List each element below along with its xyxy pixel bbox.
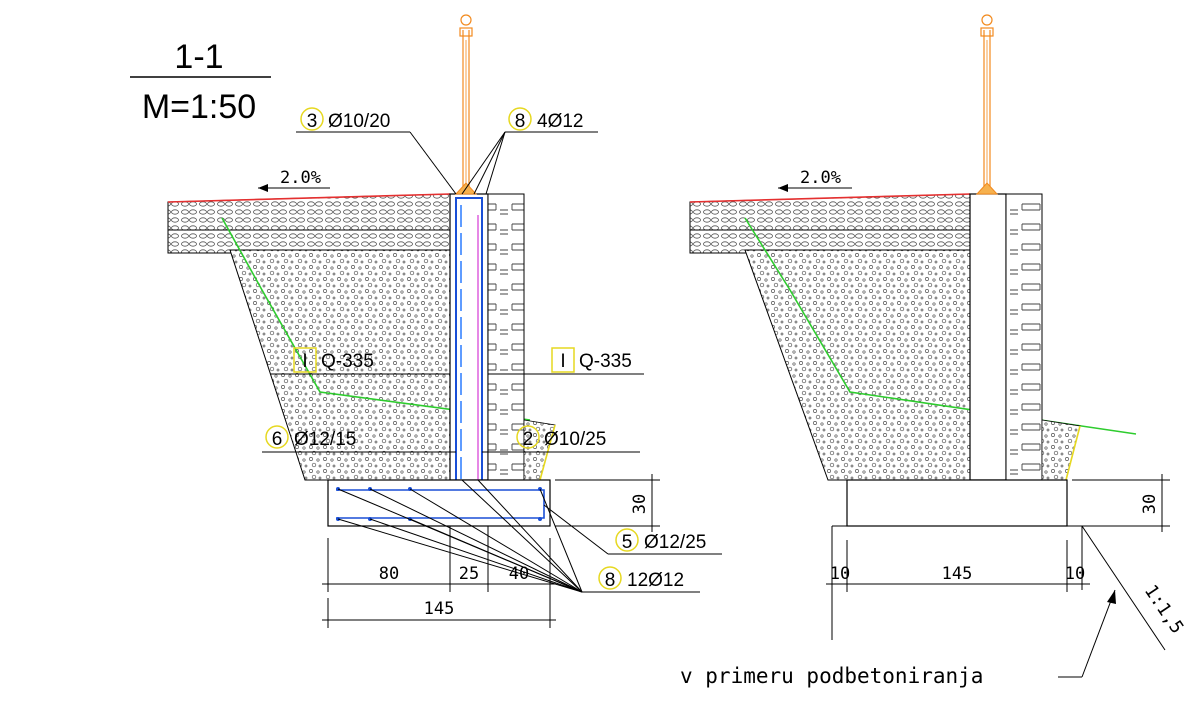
dim-10-right: 10	[1065, 564, 1085, 584]
callout-3: 3 Ø10/20	[296, 107, 457, 195]
svg-text:4Ø12: 4Ø12	[537, 111, 583, 132]
svg-text:8: 8	[605, 570, 616, 591]
callout-2: 2 Ø10/25	[482, 425, 640, 453]
dim-80: 80	[379, 564, 399, 584]
note-text: v primeru podbetoniranja	[680, 664, 983, 688]
dimensions-left: 30 80 25 40 145	[322, 474, 660, 628]
railing-post-right	[975, 14, 999, 195]
svg-text:5: 5	[622, 532, 633, 553]
callout-5: 5 Ø12/25	[543, 504, 722, 555]
dim-25: 25	[459, 564, 479, 584]
stone-facing-left	[487, 193, 525, 481]
dim-145-left: 145	[424, 599, 455, 619]
svg-text:12Ø12: 12Ø12	[627, 570, 684, 591]
road-layer-left	[167, 193, 451, 254]
callout-6: 6 Ø12/15	[262, 425, 456, 453]
slope-ratio: 1:1,5	[1140, 581, 1188, 638]
svg-text:Ø10/20: Ø10/20	[328, 111, 390, 132]
svg-text:Ø10/25: Ø10/25	[544, 429, 606, 450]
svg-text:3: 3	[307, 111, 318, 132]
road-layer-right	[689, 193, 971, 254]
slope-label-left: 2.0%	[280, 168, 321, 188]
right-section: 2.0%	[689, 14, 1166, 651]
dim-145-right: 145	[942, 564, 973, 584]
svg-text:Q-335: Q-335	[321, 351, 374, 372]
dim-10-left: 10	[830, 564, 850, 584]
svg-text:2: 2	[523, 429, 534, 450]
section-title: 1-1	[174, 38, 223, 76]
footing-right	[846, 479, 1068, 527]
dim-height-left: 30	[630, 494, 650, 514]
left-section: 2.0%	[167, 14, 556, 527]
dim-40: 40	[509, 564, 529, 584]
footing-left	[327, 479, 551, 527]
wall-stem-right	[969, 193, 1007, 481]
underpinning-note: v primeru podbetoniranja	[680, 589, 1116, 688]
gravel-backfill-right	[744, 249, 971, 481]
svg-text:8: 8	[515, 111, 526, 132]
excavation-line-left	[221, 217, 531, 421]
callout-8-bottom: 8 12Ø12	[337, 479, 700, 593]
svg-text:I: I	[560, 351, 565, 372]
callout-8-top: 8 4Ø12	[461, 107, 598, 195]
svg-text:Ø12/15: Ø12/15	[294, 429, 356, 450]
scale-label: M=1:50	[142, 88, 256, 126]
svg-text:Q-335: Q-335	[579, 351, 632, 372]
mesh-label-left: I Q-335	[270, 347, 450, 375]
svg-text:Ø12/25: Ø12/25	[644, 532, 706, 553]
stone-facing-right	[1005, 193, 1043, 481]
dim-height-right: 30	[1140, 494, 1160, 514]
slope-label-right: 2.0%	[800, 168, 841, 188]
railing-post-left	[454, 14, 478, 195]
svg-text:6: 6	[272, 429, 283, 450]
svg-text:I: I	[302, 351, 307, 372]
asphalt-line-left	[167, 193, 451, 203]
mesh-label-right: I Q-335	[488, 347, 644, 375]
